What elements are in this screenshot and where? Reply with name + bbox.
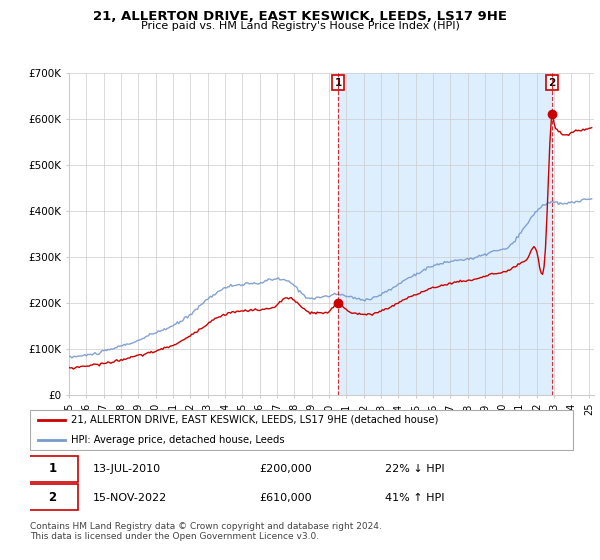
Text: £200,000: £200,000 <box>259 464 312 474</box>
Text: 2: 2 <box>548 78 556 87</box>
Text: Contains HM Land Registry data © Crown copyright and database right 2024.: Contains HM Land Registry data © Crown c… <box>30 522 382 531</box>
Text: 21, ALLERTON DRIVE, EAST KESWICK, LEEDS, LS17 9HE: 21, ALLERTON DRIVE, EAST KESWICK, LEEDS,… <box>93 10 507 22</box>
Text: 21, ALLERTON DRIVE, EAST KESWICK, LEEDS, LS17 9HE (detached house): 21, ALLERTON DRIVE, EAST KESWICK, LEEDS,… <box>71 415 439 424</box>
Text: 15-NOV-2022: 15-NOV-2022 <box>93 493 167 503</box>
FancyBboxPatch shape <box>30 410 573 450</box>
Bar <box>338 73 552 395</box>
Text: 2: 2 <box>49 491 56 504</box>
Text: 41% ↑ HPI: 41% ↑ HPI <box>385 493 445 503</box>
Text: 13-JUL-2010: 13-JUL-2010 <box>93 464 161 474</box>
Text: Price paid vs. HM Land Registry's House Price Index (HPI): Price paid vs. HM Land Registry's House … <box>140 21 460 31</box>
FancyBboxPatch shape <box>27 456 77 482</box>
Text: This data is licensed under the Open Government Licence v3.0.: This data is licensed under the Open Gov… <box>30 532 319 541</box>
Text: 1: 1 <box>49 463 56 475</box>
Text: £610,000: £610,000 <box>259 493 312 503</box>
Text: HPI: Average price, detached house, Leeds: HPI: Average price, detached house, Leed… <box>71 435 284 445</box>
FancyBboxPatch shape <box>27 484 77 510</box>
Text: 1: 1 <box>335 78 342 87</box>
Text: 22% ↓ HPI: 22% ↓ HPI <box>385 464 445 474</box>
